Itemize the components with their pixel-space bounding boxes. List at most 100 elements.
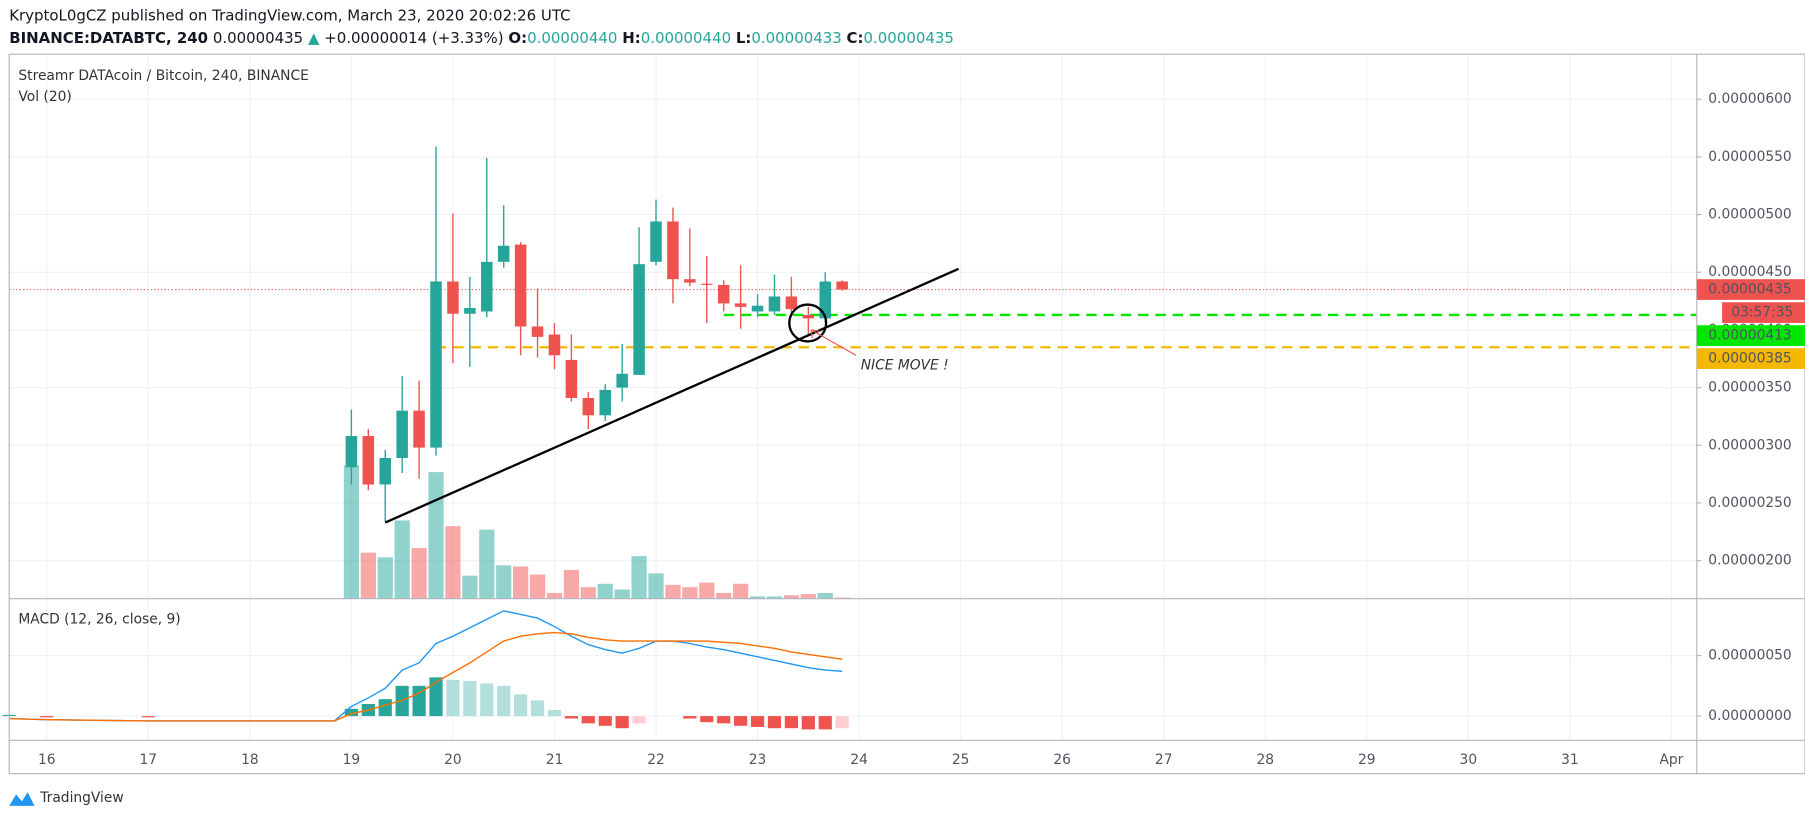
- candle-body: [582, 397, 595, 416]
- candle-body: [633, 264, 645, 375]
- y-tick-label: 0.00000550: [1708, 149, 1791, 165]
- candle-body: [548, 334, 561, 356]
- macd-histogram-bar: [750, 716, 765, 727]
- main-title: Streamr DATAcoin / Bitcoin, 240, BINANCE: [18, 68, 308, 84]
- volume-bar: [360, 552, 376, 599]
- publish-line: KryptoL0gCZ published on TradingView.com…: [9, 7, 570, 25]
- x-tick-label: 23: [749, 752, 767, 768]
- h-value: 0.00000440: [641, 29, 731, 47]
- macd-histogram-bar: [344, 708, 358, 717]
- x-tick-label: 30: [1460, 752, 1478, 768]
- volume-bar: [682, 587, 698, 599]
- macd-histogram-bar: [615, 716, 629, 729]
- x-tick-label: 25: [952, 752, 970, 768]
- grid: [9, 54, 1697, 741]
- candle-body: [481, 261, 493, 312]
- macd-histogram-bar: [412, 685, 426, 717]
- candle-body: [836, 281, 848, 290]
- macd-histogram-bar: [141, 716, 155, 718]
- macd-histogram-bar: [784, 716, 798, 729]
- countdown: 03:57:35: [1731, 305, 1793, 321]
- volume-bar: [749, 596, 766, 599]
- volume-bar: [597, 583, 613, 599]
- macd-histogram-bar: [598, 716, 612, 726]
- c-value: 0.00000435: [864, 29, 954, 47]
- candle-body: [379, 457, 391, 485]
- price-tag-label: 0.00000413: [1708, 328, 1791, 344]
- y-tick-label: 0.00000050: [1708, 648, 1791, 664]
- volume-bar: [563, 569, 580, 599]
- x-tick-label: 20: [444, 752, 462, 768]
- c-label: C:: [847, 29, 864, 47]
- ohlc-line: BINANCE:DATABTC, 240 0.00000435 ▲ +0.000…: [9, 29, 954, 47]
- o-label: O:: [508, 29, 527, 47]
- trendline: [384, 267, 960, 524]
- candle-body: [684, 279, 696, 283]
- candle-body: [717, 284, 730, 304]
- macd-histogram-bar: [818, 716, 832, 730]
- highlight-circle: [788, 303, 828, 343]
- candle-body: [514, 244, 527, 327]
- l-value: 0.00000433: [751, 29, 841, 47]
- macd-histogram-bar: [480, 683, 494, 717]
- volume-bar: [648, 573, 664, 599]
- change: +0.00000014 (+3.33%): [324, 29, 503, 47]
- macd-histogram-bar: [429, 677, 443, 717]
- h-label: H:: [622, 29, 641, 47]
- macd-histogram-bar: [463, 681, 477, 717]
- price-tag-label: 0.00000385: [1708, 351, 1791, 367]
- volume-bar: [343, 465, 360, 599]
- volume-bar: [580, 587, 596, 599]
- macd-histogram-bar: [700, 716, 714, 723]
- volume-bar: [614, 589, 630, 599]
- macd-histogram-bar: [801, 716, 815, 730]
- macd-histogram-bar: [514, 694, 528, 717]
- volume-bar: [546, 592, 563, 599]
- x-tick-label: 28: [1256, 752, 1274, 768]
- price-tag: [1696, 348, 1805, 369]
- macd-label: MACD (12, 26, close, 9): [18, 611, 180, 627]
- volume-bar: [716, 592, 732, 599]
- x-tick-label: Apr: [1659, 752, 1683, 768]
- arrow: ▲: [308, 29, 320, 47]
- candle-body: [430, 281, 442, 448]
- symbol: BINANCE:DATABTC, 240: [9, 29, 208, 47]
- macd-histogram-bar: [632, 716, 646, 724]
- candle-body: [447, 281, 459, 314]
- candle-body: [565, 359, 578, 398]
- candle-body: [599, 389, 612, 416]
- x-tick-label: 21: [546, 752, 564, 768]
- volume-bar: [462, 575, 478, 599]
- x-tick-label: 27: [1155, 752, 1173, 768]
- candle-body: [785, 296, 798, 310]
- macd-histogram-bar: [581, 716, 595, 724]
- y-tick-label: 0.00000000: [1708, 708, 1791, 724]
- volume-bar: [394, 520, 410, 599]
- annotation-arrow-head: [810, 329, 820, 339]
- macd-line: [9, 631, 843, 722]
- volume-label: Vol (20): [18, 89, 71, 105]
- candle-body: [345, 436, 358, 468]
- x-tick-label: 29: [1358, 752, 1376, 768]
- y-tick-label: 0.00000450: [1708, 264, 1791, 280]
- x-tick-label: 18: [241, 752, 259, 768]
- candle-body: [497, 245, 510, 262]
- macd-histogram-bar: [734, 716, 748, 726]
- x-tick-label: 19: [343, 752, 361, 768]
- candle-body: [701, 283, 713, 285]
- volume-bar: [411, 548, 427, 599]
- macd-histogram-bar: [835, 716, 849, 729]
- y-tick-label: 0.00000200: [1708, 553, 1791, 569]
- candle-body: [751, 305, 764, 312]
- volume-bar: [496, 565, 512, 599]
- candle-body: [819, 281, 832, 319]
- volume-bar: [665, 584, 681, 599]
- volume-bar: [631, 556, 647, 599]
- x-tick-label: 22: [647, 752, 665, 768]
- x-tick-label: 16: [38, 752, 56, 768]
- volume-bar: [445, 526, 461, 599]
- macd-histogram-bar: [767, 716, 782, 729]
- countdown-box: [1722, 302, 1805, 323]
- candle-body: [396, 410, 408, 458]
- volume-bar: [428, 472, 444, 599]
